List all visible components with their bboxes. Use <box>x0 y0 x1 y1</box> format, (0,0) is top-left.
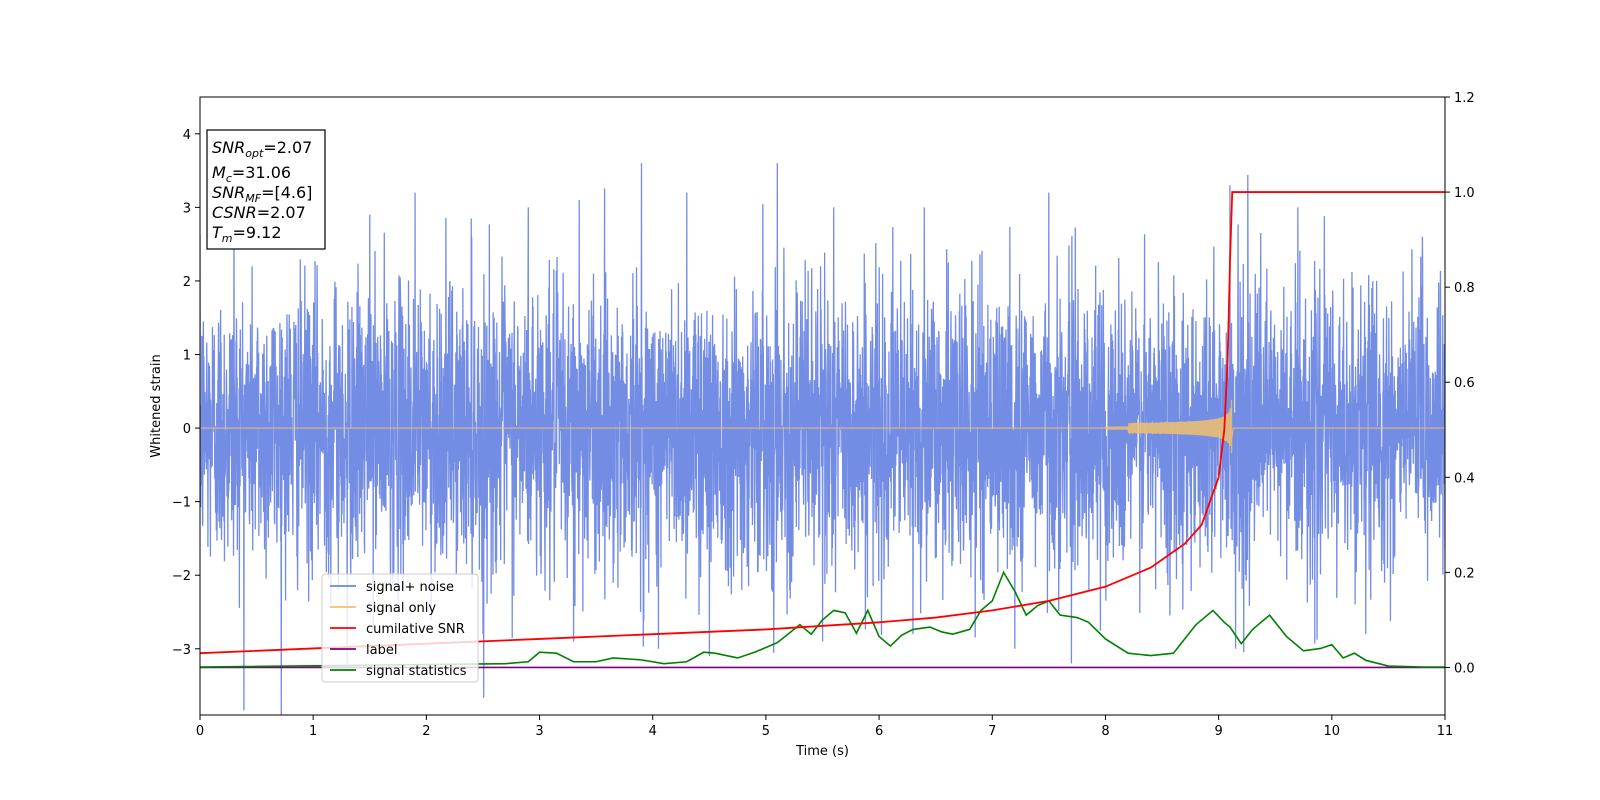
info-value: =[4.6] <box>261 183 312 202</box>
info-subscript: MF <box>245 192 261 205</box>
signal-statistics-line <box>200 570 1445 668</box>
legend-entry: cumilative SNR <box>366 622 465 637</box>
cumulative-snr-line <box>200 191 1445 655</box>
info-value: =31.06 <box>232 163 291 182</box>
y-tick-label: −3 <box>172 643 191 658</box>
x-tick-label: 1 <box>309 724 317 739</box>
info-box: SNRopt=2.07Mc=31.06SNRMF=[4.6]CSNR=2.07T… <box>206 129 326 250</box>
y-tick-label: 2 <box>183 275 191 290</box>
x-tick-label: 0 <box>196 724 204 739</box>
y2-tick-label: 1.2 <box>1454 91 1475 106</box>
x-tick-label: 7 <box>988 724 996 739</box>
info-symbol: M <box>212 163 226 182</box>
x-tick-label: 4 <box>649 724 657 739</box>
info-subscript: opt <box>245 147 264 160</box>
y2-tick-label: 0.0 <box>1454 661 1475 676</box>
y2-tick-label: 1.0 <box>1454 186 1475 201</box>
x-tick-label: 3 <box>535 724 543 739</box>
y2-tick-label: 0.4 <box>1454 471 1475 486</box>
info-value: =2.07 <box>263 138 312 157</box>
info-symbol: T <box>212 223 223 242</box>
legend-entry: label <box>366 643 397 658</box>
y-tick-label: 0 <box>183 422 191 437</box>
axes: 0 1 2 3 4 5 6 7 8 9 10 11 −3 −2 −1 0 1 2 3 4 0.0 0.2 0.4 0.6 0.8… <box>172 91 1475 739</box>
y-tick-label: 4 <box>183 128 191 143</box>
plot-frame <box>199 96 1446 716</box>
signal-noise-line <box>200 163 1445 715</box>
x-tick-label: 10 <box>1324 724 1341 739</box>
legend-entry: signal statistics <box>366 664 467 679</box>
info-box-frame <box>206 129 326 250</box>
legend-entry: signal+ noise <box>366 580 454 595</box>
y2-tick-label: 0.6 <box>1454 376 1475 391</box>
info-value: =2.07 <box>257 203 306 222</box>
signal-only-line <box>200 399 1445 453</box>
info-value: =9.12 <box>233 223 282 242</box>
x-tick-label: 2 <box>422 724 430 739</box>
info-box-line: CSNR=2.07 <box>212 203 306 222</box>
info-subscript: c <box>226 172 232 185</box>
x-tick-label: 5 <box>762 724 770 739</box>
info-box-line: SNRopt=2.07 <box>212 138 312 160</box>
x-tick-label: 9 <box>1214 724 1222 739</box>
y-tick-label: 1 <box>183 349 191 364</box>
y-axis-label: Whitened strain <box>149 354 164 457</box>
y-tick-label: −2 <box>172 569 191 584</box>
legend-entry: signal only <box>366 601 436 616</box>
x-tick-label: 6 <box>875 724 883 739</box>
info-symbol: SNR <box>212 138 245 157</box>
legend: signal+ noise signal only cumilative SNR la… <box>321 573 479 683</box>
y2-tick-label: 0.8 <box>1454 281 1475 296</box>
info-symbol: CSNR <box>212 203 257 222</box>
info-subscript: m <box>222 232 233 245</box>
info-box-line: SNRMF=[4.6] <box>212 183 312 205</box>
x-tick-label: 11 <box>1437 724 1454 739</box>
x-axis-label: Time (s) <box>795 744 849 759</box>
y-tick-label: −1 <box>172 496 191 511</box>
y2-tick-label: 0.2 <box>1454 566 1475 581</box>
y-tick-label: 3 <box>183 201 191 216</box>
legend-frame <box>321 573 479 683</box>
info-box-line: Mc=31.06 <box>212 163 291 185</box>
x-tick-label: 8 <box>1101 724 1109 739</box>
info-symbol: SNR <box>212 183 245 202</box>
info-box-line: Tm=9.12 <box>212 223 282 245</box>
